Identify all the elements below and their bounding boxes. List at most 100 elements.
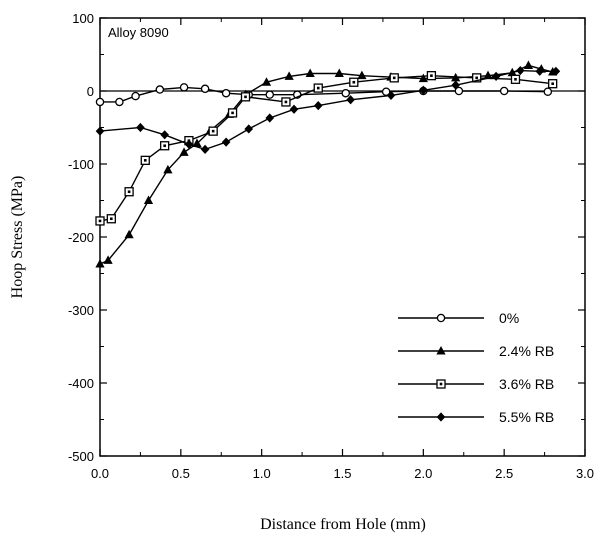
data-point [436,346,446,355]
data-point [349,77,359,87]
y-tick-label: -400 [68,376,94,391]
x-tick-label: 0.5 [172,466,190,481]
data-point [221,88,231,98]
data-point [389,73,399,83]
data-point [143,195,154,204]
series-0- [95,83,553,107]
data-point [419,85,428,95]
x-tick-label: 2.0 [414,466,432,481]
data-point [454,86,464,96]
data-point [516,65,525,76]
data-point [265,113,275,123]
marker-dot [352,80,356,84]
data-point [95,97,105,107]
ticks: 0.0 0.5 1.0 1.5 2.0 2.5 3.0 100 0 -100 -200 -300 -40… [68,11,594,481]
data-point [418,73,428,83]
marker-dot [127,190,131,194]
x-tick-label: 1.5 [333,466,351,481]
data-point [179,147,189,156]
data-point [346,95,355,105]
series-line [99,64,553,265]
legend-label: 3.6% RB [499,376,554,392]
marker-dot [551,82,554,85]
data-point [535,66,545,76]
marker-dot [98,219,102,223]
data-point [140,155,150,166]
data-point [261,77,272,86]
data-point [160,141,170,151]
marker-dot [143,159,147,162]
data-point [357,70,367,80]
legend-item: 5.5% RB [398,409,554,425]
data-point [491,71,501,81]
data-point [548,79,558,89]
data-point [543,87,553,96]
x-tick-label: 1.0 [253,466,271,481]
y-axis-title: Hoop Stress (MPa) [9,176,26,299]
legend-item: 0% [398,310,519,326]
marker-dot [475,76,478,80]
marker-dot [211,129,215,133]
data-point [163,164,173,174]
annotation-label: Alloy 8090 [108,25,169,40]
data-point [227,108,238,118]
marker-dot [514,78,517,81]
data-point [240,92,251,102]
legend-item: 3.6% RB [398,376,554,392]
data-point [160,130,169,140]
data-point [103,255,113,264]
marker-dot [163,144,166,148]
x-axis-title: Distance from Hole (mm) [260,516,426,533]
data-point [426,71,437,81]
marker-dot [110,217,113,221]
legend: 0% 2.4% RB 3.6% RB 5.5% RB [398,310,554,425]
data-point [451,80,460,90]
data-point [200,84,210,94]
x-tick-label: 2.5 [495,466,513,481]
marker-dot [244,95,247,99]
data-point [124,229,134,239]
data-point [200,144,210,154]
data-point [289,104,299,114]
data-point [510,74,521,84]
data-point [551,66,561,76]
data-point [436,379,446,389]
data-point [386,90,396,100]
y-tick-label: 100 [72,11,94,26]
data-point [192,138,202,148]
y-tick-label: -500 [68,449,94,464]
marker-dot [284,100,288,104]
marker-dot [392,76,396,80]
legend-item: 2.4% RB [398,343,554,359]
data-point [184,139,194,149]
x-tick-label: 3.0 [576,466,594,481]
data-point [136,122,145,133]
legend-label: 2.4% RB [499,343,554,359]
data-point [281,97,291,107]
series-line [99,69,556,151]
data-point [155,85,165,94]
legend-label: 0% [499,310,519,326]
series-3-6-rb [95,71,558,226]
y-tick-label: -300 [68,303,94,318]
data-point [472,73,482,83]
data-point [131,91,140,101]
data-point [523,60,534,69]
data-point [115,97,124,107]
data-point [106,214,116,224]
data-point [265,90,274,99]
data-point [305,68,315,77]
legend-label: 5.5% RB [499,409,554,425]
data-point [341,88,350,98]
data-point [284,71,294,80]
series [95,60,561,268]
data-point [124,187,134,197]
data-point [179,83,189,92]
data-point [95,259,105,268]
y-tick-label: -200 [68,230,94,245]
marker-dot [316,86,320,90]
y-tick-label: -100 [68,157,94,172]
data-point [208,126,218,136]
marker-dot [231,111,234,115]
